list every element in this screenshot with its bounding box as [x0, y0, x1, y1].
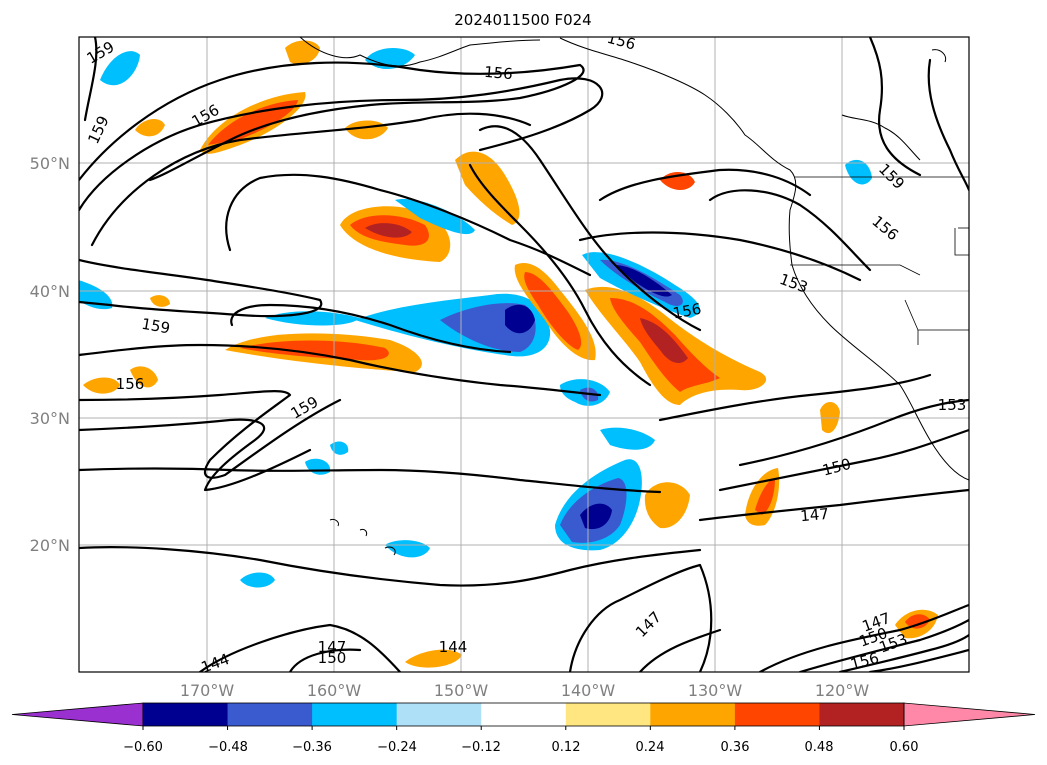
- map-frame: [78, 36, 970, 673]
- contour-label: 156: [671, 300, 702, 323]
- positive-shading: [83, 377, 120, 394]
- colorbar-segment: [734, 703, 820, 726]
- positive-shading: [905, 614, 930, 629]
- colorbar-tick-label: 0.12: [552, 740, 581, 755]
- negative-shading: [100, 51, 140, 86]
- contour-label: 159: [140, 315, 171, 338]
- colorbar-tick-label: −0.12: [461, 740, 501, 755]
- contour-label: 153: [938, 396, 967, 414]
- colorbar-segment: [227, 703, 313, 726]
- contour-label: 156: [483, 63, 513, 83]
- colorbar-tick-label: −0.48: [208, 740, 248, 755]
- positive-shading: [130, 366, 158, 388]
- colorbar-tick-label: 0.36: [721, 740, 750, 755]
- colorbar-tick-label: 0.24: [636, 740, 665, 755]
- lon-label: 150°W: [434, 681, 489, 700]
- positive-shading: [405, 649, 462, 668]
- positive-shading: [644, 482, 690, 529]
- colorbar-extend-high: [903, 702, 1036, 727]
- positive-shading: [365, 223, 412, 238]
- positive-shading: [135, 118, 165, 137]
- colorbar-segment: [481, 703, 567, 726]
- positive-shading: [755, 478, 775, 515]
- negative-shading: [240, 572, 275, 588]
- contour-labels: 159 159 156 156 159 156 156 153 156 159 …: [84, 37, 967, 674]
- positive-shading: [240, 340, 389, 361]
- lon-label: 160°W: [307, 681, 362, 700]
- contour-label: 147: [318, 638, 347, 656]
- positive-shading: [285, 40, 320, 65]
- colorbar-outline: [142, 702, 905, 727]
- gridlines: [79, 37, 969, 672]
- lat-label: 50°N: [30, 154, 70, 173]
- colorbar-tick-label: 0.60: [890, 740, 919, 755]
- negative-shading: [330, 441, 349, 455]
- height-contours: [79, 37, 969, 672]
- negative-shading: [845, 159, 872, 185]
- colorbar-segment: [565, 703, 651, 726]
- lat-label: 20°N: [30, 536, 70, 555]
- lat-label: 30°N: [30, 409, 70, 428]
- colorbar-tick-label: −0.60: [123, 740, 163, 755]
- latitude-labels: 50°N 40°N 30°N 20°N: [30, 154, 70, 555]
- negative-shading: [505, 304, 535, 334]
- lon-label: 170°W: [180, 681, 235, 700]
- coastlines: [299, 37, 969, 556]
- lon-label: 120°W: [815, 681, 870, 700]
- colorbar-tick-label: −0.36: [292, 740, 332, 755]
- contour-label: 150: [318, 649, 347, 667]
- colorbar-segment: [143, 703, 229, 726]
- positive-shading: [640, 318, 688, 364]
- colorbar-segment: [819, 703, 905, 726]
- colorbar-tick-labels: −0.60 −0.48 −0.36 −0.24 −0.12 0.12 0.24 …: [123, 740, 918, 755]
- negative-shading: [395, 199, 475, 235]
- map-area: 159 159 156 156 159 156 156 153 156 159 …: [79, 37, 969, 674]
- negative-shading: [600, 427, 655, 450]
- longitude-labels: 170°W 160°W 150°W 140°W 130°W 120°W: [180, 681, 870, 700]
- lon-label: 130°W: [688, 681, 743, 700]
- chart-title: 2024011500 F024: [454, 11, 591, 29]
- negative-shading: [615, 265, 672, 297]
- positive-shading: [208, 100, 298, 145]
- colorbar-segment: [650, 703, 736, 726]
- contour-label: 144: [439, 638, 468, 656]
- lon-label: 140°W: [561, 681, 616, 700]
- negative-shading: [385, 540, 430, 558]
- colorbar-segment: [396, 703, 482, 726]
- colorbar-extend-low: [11, 702, 144, 727]
- colorbar-segment: [312, 703, 398, 726]
- lat-label: 40°N: [30, 282, 70, 301]
- colorbar-tick-label: −0.24: [377, 740, 417, 755]
- contour-label: 147: [800, 505, 830, 525]
- colorbar-tick-label: 0.48: [805, 740, 834, 755]
- contour-label: 156: [116, 375, 145, 393]
- positive-shading: [150, 295, 170, 307]
- colorbar: [11, 702, 1036, 730]
- contour-label: 156: [849, 649, 881, 674]
